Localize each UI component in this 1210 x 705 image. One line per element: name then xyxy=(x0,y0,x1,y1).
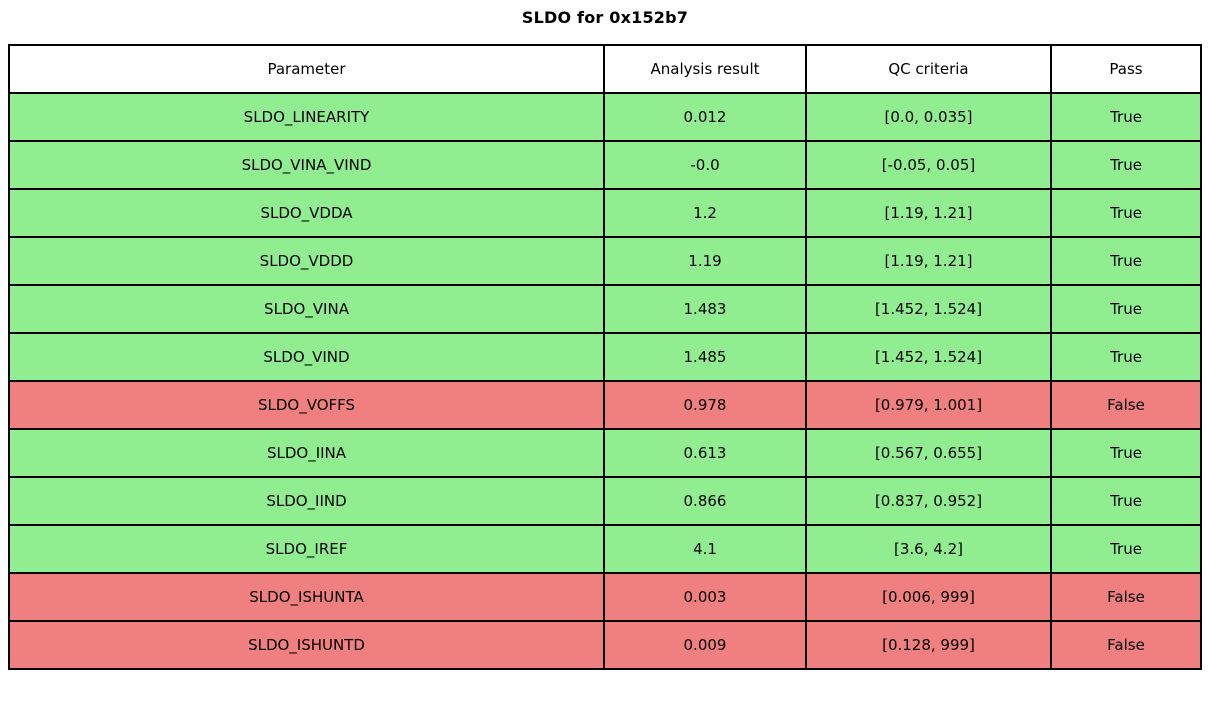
cell-analysis-result: 1.2 xyxy=(603,188,807,238)
cell-pass: False xyxy=(1050,572,1202,622)
cell-parameter: SLDO_LINEARITY xyxy=(8,92,605,142)
table-row: SLDO_VDDD 1.19 [1.19, 1.21] True xyxy=(8,236,1202,286)
cell-pass: True xyxy=(1050,284,1202,334)
column-header-parameter: Parameter xyxy=(8,44,605,94)
chart-title: SLDO for 0x152b7 xyxy=(521,8,689,27)
cell-qc-criteria: [0.979, 1.001] xyxy=(805,380,1052,430)
cell-analysis-result: 0.866 xyxy=(603,476,807,526)
table-body: SLDO_LINEARITY 0.012 [0.0, 0.035] True SLDO_… xyxy=(8,92,1202,670)
cell-analysis-result: 0.012 xyxy=(603,92,807,142)
table-row: SLDO_VIND 1.485 [1.452, 1.524] True xyxy=(8,332,1202,382)
cell-pass: True xyxy=(1050,476,1202,526)
header-row: Parameter Analysis result QC criteria Pa… xyxy=(8,44,1202,94)
cell-pass: True xyxy=(1050,92,1202,142)
cell-pass: True xyxy=(1050,428,1202,478)
cell-analysis-result: 1.483 xyxy=(603,284,807,334)
cell-qc-criteria: [1.452, 1.524] xyxy=(805,284,1052,334)
cell-parameter: SLDO_VINA xyxy=(8,284,605,334)
cell-qc-criteria: [1.452, 1.524] xyxy=(805,332,1052,382)
cell-qc-criteria: [0.128, 999] xyxy=(805,620,1052,670)
cell-pass: False xyxy=(1050,380,1202,430)
cell-analysis-result: 4.1 xyxy=(603,524,807,574)
cell-analysis-result: 0.003 xyxy=(603,572,807,622)
cell-pass: True xyxy=(1050,140,1202,190)
cell-parameter: SLDO_IREF xyxy=(8,524,605,574)
cell-parameter: SLDO_IIND xyxy=(8,476,605,526)
cell-parameter: SLDO_ISHUNTA xyxy=(8,572,605,622)
cell-analysis-result: 0.978 xyxy=(603,380,807,430)
cell-qc-criteria: [0.837, 0.952] xyxy=(805,476,1052,526)
cell-pass: True xyxy=(1050,524,1202,574)
table-row: SLDO_VOFFS 0.978 [0.979, 1.001] False xyxy=(8,380,1202,430)
cell-pass: False xyxy=(1050,620,1202,670)
table-row: SLDO_VINA_VIND -0.0 [-0.05, 0.05] True xyxy=(8,140,1202,190)
cell-parameter: SLDO_VIND xyxy=(8,332,605,382)
cell-analysis-result: 1.19 xyxy=(603,236,807,286)
cell-parameter: SLDO_ISHUNTD xyxy=(8,620,605,670)
cell-parameter: SLDO_VDDA xyxy=(8,188,605,238)
cell-parameter: SLDO_VDDD xyxy=(8,236,605,286)
table-row: SLDO_IREF 4.1 [3.6, 4.2] True xyxy=(8,524,1202,574)
table-header: Parameter Analysis result QC criteria Pa… xyxy=(8,44,1202,94)
cell-parameter: SLDO_IINA xyxy=(8,428,605,478)
table-row: SLDO_VDDA 1.2 [1.19, 1.21] True xyxy=(8,188,1202,238)
column-header-pass: Pass xyxy=(1050,44,1202,94)
table-row: SLDO_IINA 0.613 [0.567, 0.655] True xyxy=(8,428,1202,478)
cell-qc-criteria: [1.19, 1.21] xyxy=(805,236,1052,286)
cell-qc-criteria: [0.567, 0.655] xyxy=(805,428,1052,478)
table-row: SLDO_ISHUNTD 0.009 [0.128, 999] False xyxy=(8,620,1202,670)
cell-qc-criteria: [1.19, 1.21] xyxy=(805,188,1052,238)
cell-parameter: SLDO_VINA_VIND xyxy=(8,140,605,190)
cell-analysis-result: -0.0 xyxy=(603,140,807,190)
qc-results-table: Parameter Analysis result QC criteria Pa… xyxy=(8,44,1202,670)
column-header-analysis-result: Analysis result xyxy=(603,44,807,94)
cell-analysis-result: 1.485 xyxy=(603,332,807,382)
cell-qc-criteria: [0.006, 999] xyxy=(805,572,1052,622)
cell-analysis-result: 0.613 xyxy=(603,428,807,478)
cell-qc-criteria: [0.0, 0.035] xyxy=(805,92,1052,142)
table-row: SLDO_IIND 0.866 [0.837, 0.952] True xyxy=(8,476,1202,526)
column-header-qc-criteria: QC criteria xyxy=(805,44,1052,94)
table-row: SLDO_VINA 1.483 [1.452, 1.524] True xyxy=(8,284,1202,334)
cell-parameter: SLDO_VOFFS xyxy=(8,380,605,430)
cell-analysis-result: 0.009 xyxy=(603,620,807,670)
cell-pass: True xyxy=(1050,236,1202,286)
cell-qc-criteria: [3.6, 4.2] xyxy=(805,524,1052,574)
table-row: SLDO_ISHUNTA 0.003 [0.006, 999] False xyxy=(8,572,1202,622)
cell-pass: True xyxy=(1050,332,1202,382)
cell-qc-criteria: [-0.05, 0.05] xyxy=(805,140,1052,190)
cell-pass: True xyxy=(1050,188,1202,238)
table-row: SLDO_LINEARITY 0.012 [0.0, 0.035] True xyxy=(8,92,1202,142)
